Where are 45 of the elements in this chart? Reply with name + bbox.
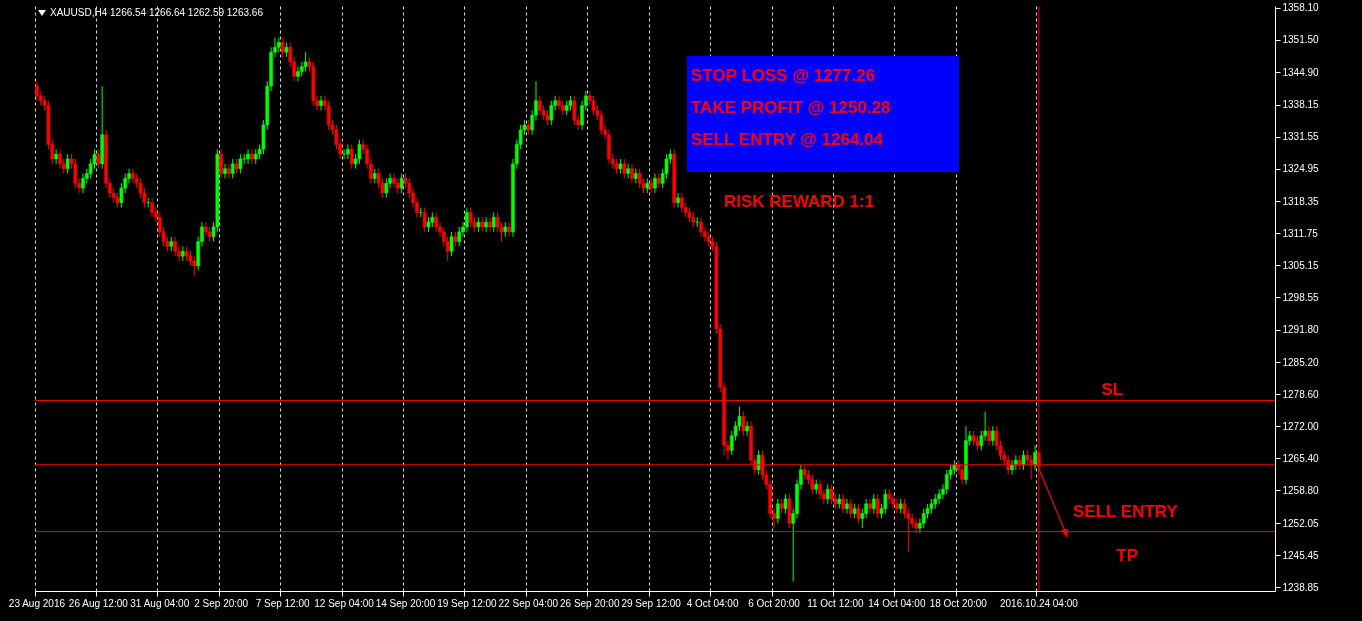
x-tick-label: 29 Sep 12:00 <box>621 597 682 609</box>
x-tick-label: 4 Oct 04:00 <box>686 597 739 609</box>
x-tick-label: 23 Aug 2016 <box>8 597 66 609</box>
y-tick-label: 1358.10 <box>1282 2 1320 14</box>
y-tick-label: 1344.90 <box>1282 66 1320 78</box>
annotation: RISK REWARD 1:1 <box>724 192 875 212</box>
x-tick-label: 12 Sep 04:00 <box>314 597 375 609</box>
y-tick-label: 1258.80 <box>1282 484 1320 496</box>
y-tick-label: 1265.40 <box>1282 452 1320 464</box>
x-tick-label: 2 Sep 20:00 <box>194 597 249 609</box>
chart-title: XAUUSD,H4 1266.54 1266.64 1262.59 1263.66 <box>50 7 263 18</box>
x-tick-label: 26 Aug 12:00 <box>68 597 129 609</box>
x-tick-label: 31 Aug 04:00 <box>130 597 190 609</box>
y-tick-label: 1278.60 <box>1282 388 1320 400</box>
annotation: STOP LOSS @ 1277.26 <box>691 66 876 86</box>
y-tick-label: 1245.45 <box>1282 549 1320 561</box>
y-tick-label: 1338.15 <box>1282 99 1320 111</box>
x-tick-label: 14 Sep 20:00 <box>375 597 436 609</box>
x-tick-label: 14 Oct 04:00 <box>868 597 926 609</box>
y-tick-label: 1238.85 <box>1282 581 1320 593</box>
y-tick-label: 1285.20 <box>1282 356 1320 368</box>
y-tick-label: 1351.50 <box>1282 34 1320 46</box>
x-tick-label: 19 Sep 12:00 <box>437 597 498 609</box>
y-tick-label: 1291.80 <box>1282 324 1320 336</box>
x-tick-label: 26 Sep 20:00 <box>559 597 620 609</box>
annotation: SELL ENTRY @ 1264.04 <box>691 130 884 150</box>
x-tick-label: 22 Sep 04:00 <box>498 597 559 609</box>
x-tick-label: 18 Oct 20:00 <box>929 597 988 609</box>
y-tick-label: 1298.55 <box>1282 291 1320 303</box>
y-tick-label: 1305.15 <box>1282 259 1320 271</box>
y-tick-label: 1318.35 <box>1282 195 1320 207</box>
annotation: SELL ENTRY <box>1073 501 1178 522</box>
ref-line-label: TP <box>1116 545 1139 565</box>
x-tick-label: 7 Sep 12:00 <box>255 597 311 609</box>
x-tick-label: 6 Oct 20:00 <box>748 597 801 609</box>
x-tick-label: 11 Oct 12:00 <box>807 597 865 609</box>
y-tick-label: 1331.55 <box>1282 131 1320 143</box>
note-box: STOP LOSS @ 1277.26 TAKE PROFIT @ 1250.28 SELL ENTRY @ 1264.04 <box>687 56 959 172</box>
annotation: TAKE PROFIT @ 1250.28 <box>691 98 891 118</box>
y-tick-label: 1311.75 <box>1282 227 1319 239</box>
y-tick-label: 1272.00 <box>1282 420 1320 432</box>
y-tick-label: 1324.95 <box>1282 163 1320 175</box>
x-tick-label: 2016.10.24 04:00 <box>999 597 1079 609</box>
y-tick-label: 1252.05 <box>1282 517 1320 529</box>
ref-line-label: SL <box>1101 379 1124 399</box>
